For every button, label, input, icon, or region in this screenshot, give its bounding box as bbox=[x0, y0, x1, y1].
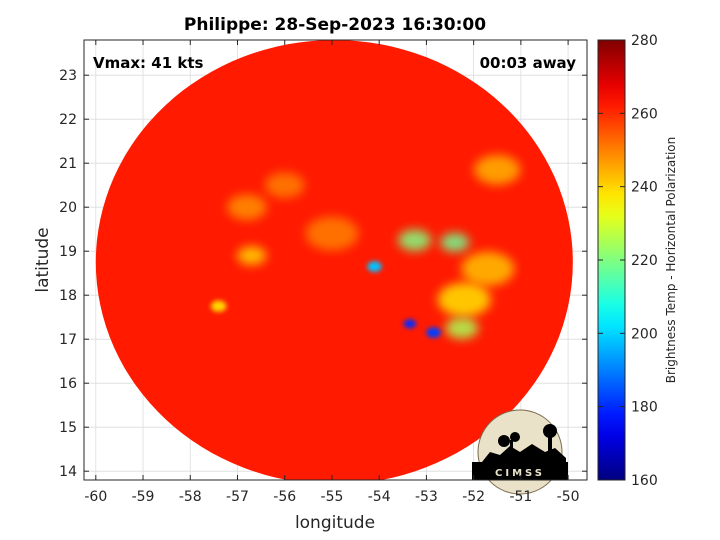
swath-features bbox=[210, 154, 521, 339]
colorbar-ticks: 160 180 200 220 240 260 280 bbox=[598, 33, 658, 489]
y-tick-label: 17 bbox=[59, 332, 77, 348]
x-tick-label: -53 bbox=[415, 489, 438, 505]
brightness-feature bbox=[445, 317, 479, 339]
x-tick-label: -55 bbox=[321, 489, 344, 505]
y-tick-label: 22 bbox=[59, 112, 77, 128]
brightness-feature bbox=[367, 261, 382, 272]
brightness-feature bbox=[440, 233, 470, 252]
x-tick-label: -58 bbox=[179, 489, 202, 505]
brightness-feature bbox=[227, 194, 267, 220]
x-axis-label: longitude bbox=[295, 513, 375, 533]
brightness-feature bbox=[305, 216, 359, 251]
swath-disk bbox=[95, 40, 573, 480]
brightness-feature bbox=[237, 246, 267, 265]
brightness-feature bbox=[461, 251, 515, 286]
y-tick-label: 23 bbox=[59, 68, 77, 84]
colorbar-label: Brightness Temp - Horizontal Polarizatio… bbox=[664, 137, 678, 384]
x-tick-label: -50 bbox=[557, 489, 580, 505]
x-tick-label: -52 bbox=[462, 489, 485, 505]
x-tick-label: -60 bbox=[84, 489, 107, 505]
y-tick-label: 20 bbox=[59, 200, 77, 216]
x-axis: -60 -59 -58 -57 -56 -55 -54 -53 -52 -51 -50 bbox=[84, 40, 580, 505]
y-tick-label: 18 bbox=[59, 288, 77, 304]
y-axis: 14 15 16 17 18 19 20 21 22 23 bbox=[59, 68, 587, 480]
colorbar-tick-label: 180 bbox=[631, 400, 658, 416]
x-tick-label: -59 bbox=[132, 489, 155, 505]
colorbar-tick-label: 280 bbox=[631, 33, 658, 49]
brightness-feature bbox=[264, 172, 305, 198]
brightness-feature bbox=[437, 282, 491, 317]
colorbar-tick-label: 160 bbox=[631, 473, 658, 489]
chart-title: Philippe: 28-Sep-2023 16:30:00 bbox=[184, 15, 486, 35]
y-axis-label: latitude bbox=[33, 227, 53, 292]
x-tick-label: -51 bbox=[509, 489, 532, 505]
time-away-annotation: 00:03 away bbox=[480, 54, 577, 72]
y-tick-label: 21 bbox=[59, 156, 77, 172]
axes-box bbox=[83, 39, 588, 481]
brightness-feature bbox=[398, 229, 432, 251]
brightness-feature bbox=[426, 327, 441, 338]
y-tick-label: 19 bbox=[59, 244, 77, 260]
colorbar-tick-label: 220 bbox=[631, 253, 658, 269]
vmax-annotation: Vmax: 41 kts bbox=[93, 54, 203, 72]
brightness-feature bbox=[474, 154, 521, 185]
x-tick-label: -57 bbox=[226, 489, 249, 505]
brightness-feature bbox=[403, 319, 417, 329]
colorbar-tick-label: 200 bbox=[631, 326, 658, 342]
y-tick-label: 14 bbox=[59, 464, 77, 480]
colorbar-tick-label: 260 bbox=[631, 106, 658, 122]
x-tick-label: -56 bbox=[273, 489, 296, 505]
y-tick-label: 15 bbox=[59, 420, 77, 436]
x-tick-label: -54 bbox=[368, 489, 391, 505]
brightness-feature bbox=[210, 300, 227, 312]
cimss-logo: CIMSS bbox=[472, 409, 568, 495]
y-tick-label: 16 bbox=[59, 376, 77, 392]
colorbar-tick-label: 240 bbox=[631, 180, 658, 196]
logo-text: CIMSS bbox=[495, 468, 545, 479]
